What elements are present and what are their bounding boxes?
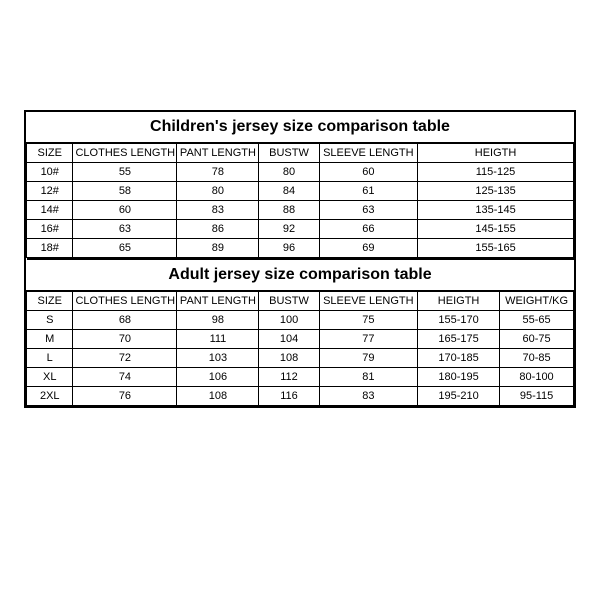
table-row: XL 74 106 112 81 180-195 80-100 bbox=[27, 368, 574, 387]
cell: S bbox=[27, 311, 73, 330]
children-title-row: Children's jersey size comparison table bbox=[27, 112, 574, 143]
children-col-sleeve: SLEEVE LENGTH bbox=[319, 143, 417, 163]
cell: 61 bbox=[319, 182, 417, 201]
cell: 83 bbox=[177, 201, 259, 220]
cell: 70-85 bbox=[500, 349, 574, 368]
cell: 180-195 bbox=[418, 368, 500, 387]
cell: 108 bbox=[177, 387, 259, 406]
cell: 55 bbox=[73, 163, 177, 182]
cell: 145-155 bbox=[418, 220, 574, 239]
table-row: 12# 58 80 84 61 125-135 bbox=[27, 182, 574, 201]
adult-col-bust: BUSTW bbox=[259, 291, 319, 311]
cell: 111 bbox=[177, 330, 259, 349]
cell: 84 bbox=[259, 182, 319, 201]
cell: 70 bbox=[73, 330, 177, 349]
adult-col-pant: PANT LENGTH bbox=[177, 291, 259, 311]
cell: 60 bbox=[73, 201, 177, 220]
cell: 80 bbox=[259, 163, 319, 182]
cell: 77 bbox=[319, 330, 417, 349]
cell: 60-75 bbox=[500, 330, 574, 349]
cell: 65 bbox=[73, 239, 177, 258]
cell: 14# bbox=[27, 201, 73, 220]
table-row: 18# 65 89 96 69 155-165 bbox=[27, 239, 574, 258]
cell: 88 bbox=[259, 201, 319, 220]
cell: 81 bbox=[319, 368, 417, 387]
cell: 78 bbox=[177, 163, 259, 182]
page: Children's jersey size comparison table … bbox=[0, 0, 600, 600]
cell: M bbox=[27, 330, 73, 349]
children-col-size: SIZE bbox=[27, 143, 73, 163]
cell: 108 bbox=[259, 349, 319, 368]
table-row: M 70 111 104 77 165-175 60-75 bbox=[27, 330, 574, 349]
cell: 195-210 bbox=[418, 387, 500, 406]
cell: 2XL bbox=[27, 387, 73, 406]
adult-table: Adult jersey size comparison table SIZE … bbox=[26, 258, 574, 406]
cell: 58 bbox=[73, 182, 177, 201]
cell: 55-65 bbox=[500, 311, 574, 330]
table-row: 2XL 76 108 116 83 195-210 95-115 bbox=[27, 387, 574, 406]
cell: 75 bbox=[319, 311, 417, 330]
cell: 125-135 bbox=[418, 182, 574, 201]
adult-col-size: SIZE bbox=[27, 291, 73, 311]
cell: 135-145 bbox=[418, 201, 574, 220]
cell: 63 bbox=[319, 201, 417, 220]
adult-col-sleeve: SLEEVE LENGTH bbox=[319, 291, 417, 311]
cell: 170-185 bbox=[418, 349, 500, 368]
cell: 16# bbox=[27, 220, 73, 239]
cell: 60 bbox=[319, 163, 417, 182]
cell: 103 bbox=[177, 349, 259, 368]
cell: 86 bbox=[177, 220, 259, 239]
children-col-bust: BUSTW bbox=[259, 143, 319, 163]
children-table: Children's jersey size comparison table … bbox=[26, 112, 574, 258]
cell: 115-125 bbox=[418, 163, 574, 182]
cell: XL bbox=[27, 368, 73, 387]
cell: 74 bbox=[73, 368, 177, 387]
adult-col-height: HEIGTH bbox=[418, 291, 500, 311]
cell: 63 bbox=[73, 220, 177, 239]
table-row: 10# 55 78 80 60 115-125 bbox=[27, 163, 574, 182]
cell: 112 bbox=[259, 368, 319, 387]
table-row: S 68 98 100 75 155-170 55-65 bbox=[27, 311, 574, 330]
cell: 18# bbox=[27, 239, 73, 258]
table-row: 14# 60 83 88 63 135-145 bbox=[27, 201, 574, 220]
cell: 100 bbox=[259, 311, 319, 330]
cell: 10# bbox=[27, 163, 73, 182]
adult-col-weight: WEIGHT/KG bbox=[500, 291, 574, 311]
children-title: Children's jersey size comparison table bbox=[27, 112, 574, 143]
adult-col-clothes: CLOTHES LENGTH bbox=[73, 291, 177, 311]
children-col-clothes: CLOTHES LENGTH bbox=[73, 143, 177, 163]
cell: 12# bbox=[27, 182, 73, 201]
cell: 80 bbox=[177, 182, 259, 201]
children-col-height: HEIGTH bbox=[418, 143, 574, 163]
cell: 95-115 bbox=[500, 387, 574, 406]
cell: 155-165 bbox=[418, 239, 574, 258]
cell: 68 bbox=[73, 311, 177, 330]
cell: 76 bbox=[73, 387, 177, 406]
cell: 98 bbox=[177, 311, 259, 330]
cell: 83 bbox=[319, 387, 417, 406]
cell: 79 bbox=[319, 349, 417, 368]
cell: 66 bbox=[319, 220, 417, 239]
table-row: L 72 103 108 79 170-185 70-85 bbox=[27, 349, 574, 368]
cell: 89 bbox=[177, 239, 259, 258]
cell: 80-100 bbox=[500, 368, 574, 387]
cell: 92 bbox=[259, 220, 319, 239]
cell: 116 bbox=[259, 387, 319, 406]
cell: 96 bbox=[259, 239, 319, 258]
adult-header-row: SIZE CLOTHES LENGTH PANT LENGTH BUSTW SL… bbox=[27, 291, 574, 311]
table-row: 16# 63 86 92 66 145-155 bbox=[27, 220, 574, 239]
cell: 72 bbox=[73, 349, 177, 368]
adult-title: Adult jersey size comparison table bbox=[27, 259, 574, 291]
cell: 104 bbox=[259, 330, 319, 349]
children-header-row: SIZE CLOTHES LENGTH PANT LENGTH BUSTW SL… bbox=[27, 143, 574, 163]
cell: 155-170 bbox=[418, 311, 500, 330]
cell: 106 bbox=[177, 368, 259, 387]
cell: L bbox=[27, 349, 73, 368]
children-col-pant: PANT LENGTH bbox=[177, 143, 259, 163]
size-chart-container: Children's jersey size comparison table … bbox=[24, 110, 576, 408]
cell: 165-175 bbox=[418, 330, 500, 349]
cell: 69 bbox=[319, 239, 417, 258]
adult-title-row: Adult jersey size comparison table bbox=[27, 259, 574, 291]
